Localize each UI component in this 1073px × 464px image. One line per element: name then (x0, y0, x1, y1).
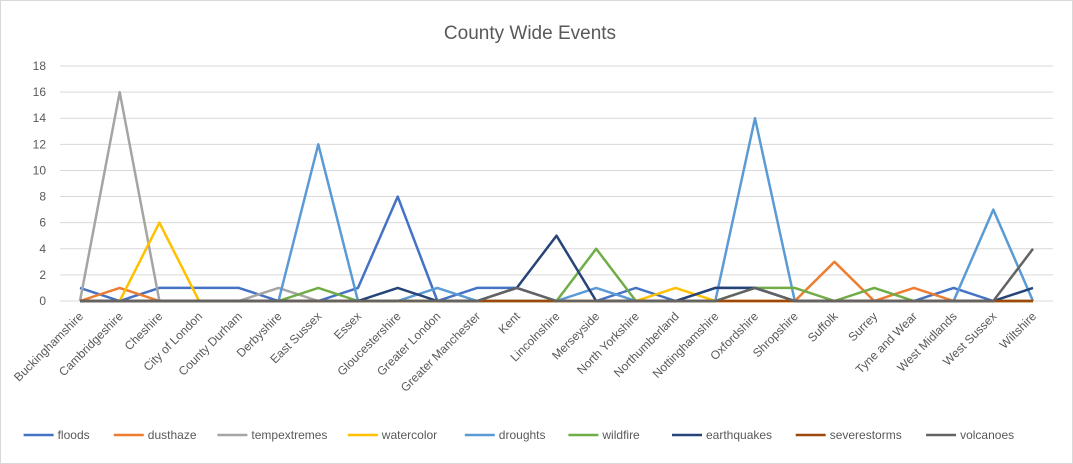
legend-label: floods (58, 428, 90, 442)
legend-item-severestorms: severestorms (795, 428, 902, 442)
gridlines (60, 65, 1053, 302)
series-line-volcanoes (80, 248, 1034, 303)
legend-label: severestorms (830, 428, 902, 442)
y-tick-label: 16 (33, 85, 47, 99)
legend-label: volcanoes (960, 428, 1014, 442)
legend: floods dusthaze tempextremes watercolor drou… (23, 428, 1014, 442)
x-tick-label: Surrey (845, 309, 880, 344)
y-tick-label: 6 (39, 216, 46, 230)
y-tick-label: 10 (33, 163, 47, 177)
x-axis-ticks: BuckinghamshireCambridgeshireCheshireCit… (11, 309, 1039, 395)
legend-item-droughts: droughts (464, 428, 546, 442)
x-tick-label: Wiltshire (997, 309, 1040, 352)
legend-item-earthquakes: earthquakes (672, 428, 772, 442)
chart-title: County Wide Events (444, 23, 616, 44)
legend-item-wildfire: wildfire (568, 428, 640, 442)
legend-label: dusthaze (148, 428, 197, 442)
legend-item-floods: floods (23, 428, 90, 442)
y-tick-label: 18 (33, 59, 47, 73)
y-axis-ticks: 0 2 4 6 8 10 12 14 16 18 (33, 59, 47, 308)
x-tick-label: Kent (496, 309, 524, 337)
y-tick-label: 8 (39, 190, 46, 204)
y-tick-label: 0 (39, 294, 46, 308)
legend-item-watercolor: watercolor (347, 428, 437, 442)
y-tick-label: 2 (39, 268, 46, 282)
legend-label: tempextremes (251, 428, 327, 442)
series-line-earthquakes (80, 234, 1034, 303)
x-tick-label: Essex (331, 309, 364, 342)
legend-label: watercolor (381, 428, 437, 442)
legend-label: wildfire (601, 428, 640, 442)
series-lines (78, 90, 1035, 303)
y-tick-label: 12 (33, 137, 47, 151)
legend-item-volcanoes: volcanoes (926, 428, 1014, 442)
series-line-dusthaze (79, 260, 1033, 303)
series-line-droughts (80, 116, 1035, 303)
y-tick-label: 14 (33, 111, 47, 125)
x-tick-label: Suffolk (805, 309, 841, 345)
y-tick-label: 4 (39, 242, 46, 256)
series-line-watercolor (80, 221, 1033, 303)
legend-label: droughts (499, 428, 546, 442)
legend-item-dusthaze: dusthaze (113, 428, 197, 442)
legend-item-tempextremes: tempextremes (217, 428, 327, 442)
x-tick-label: Buckinghamshire (11, 309, 86, 384)
legend-label: earthquakes (706, 428, 772, 442)
